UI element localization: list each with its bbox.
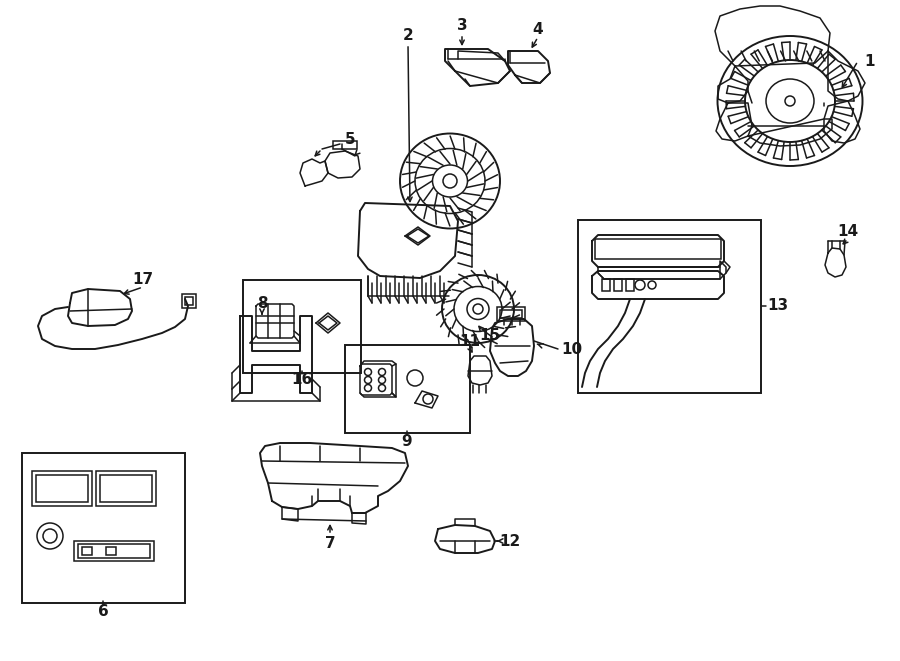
Bar [82, 547, 92, 555]
Bar [578, 220, 761, 393]
Text: 15: 15 [480, 329, 500, 344]
Bar [36, 475, 88, 502]
Bar [106, 547, 116, 555]
Bar [345, 345, 470, 433]
Text: 6: 6 [97, 603, 108, 619]
Bar [100, 475, 152, 502]
Text: 16: 16 [292, 371, 312, 387]
Bar [96, 471, 156, 506]
Bar [185, 297, 193, 305]
Text: 17: 17 [132, 272, 154, 286]
Text: 2: 2 [402, 28, 413, 44]
Bar [614, 279, 622, 291]
Bar [74, 541, 154, 561]
Text: 9: 9 [401, 434, 412, 449]
Bar [626, 279, 634, 291]
Text: 10: 10 [562, 342, 582, 356]
Bar [22, 453, 185, 603]
Bar [182, 294, 196, 308]
Bar [602, 279, 610, 291]
Text: 12: 12 [500, 533, 520, 549]
Text: 4: 4 [533, 22, 544, 36]
Text: 13: 13 [768, 299, 788, 313]
Bar [497, 307, 525, 321]
Text: 5: 5 [345, 132, 356, 147]
Bar [32, 471, 92, 506]
Bar [333, 141, 357, 149]
Text: 11: 11 [460, 334, 481, 348]
Text: 8: 8 [256, 295, 267, 311]
Bar [243, 280, 361, 373]
Bar [595, 239, 721, 259]
Text: 3: 3 [456, 19, 467, 34]
Text: 14: 14 [837, 223, 859, 239]
Bar [78, 544, 150, 558]
Bar [500, 310, 522, 318]
Text: 7: 7 [325, 535, 336, 551]
Text: 1: 1 [865, 54, 875, 69]
